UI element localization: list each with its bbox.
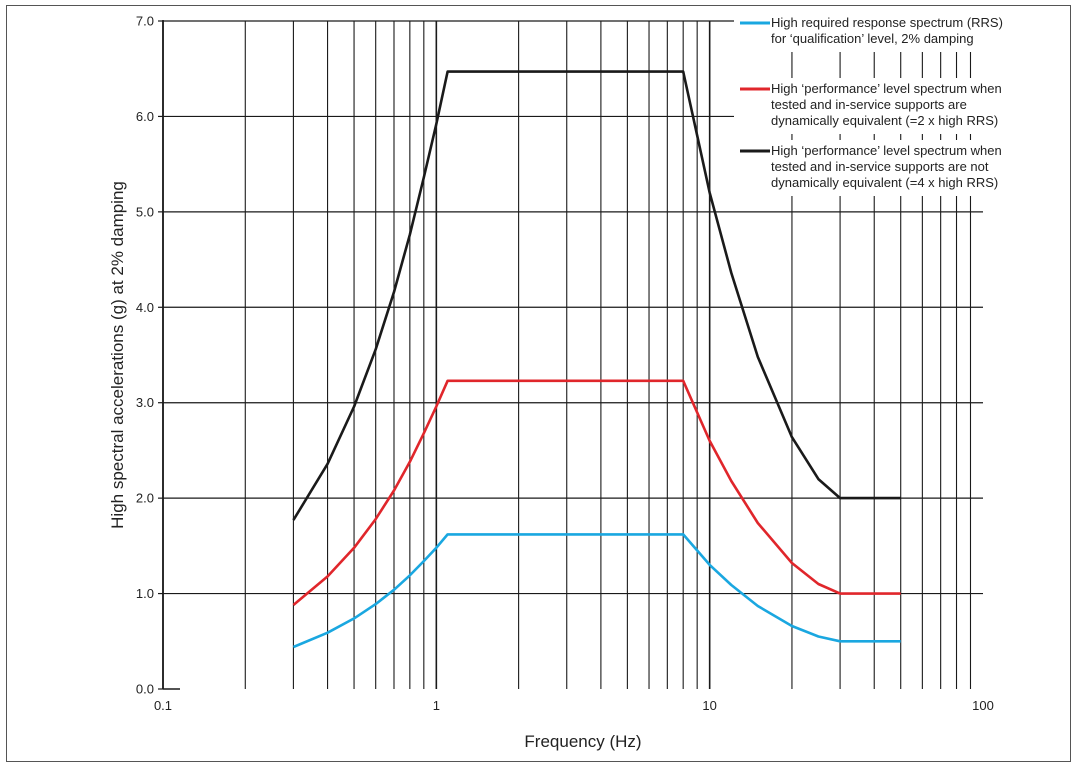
legend-background (734, 12, 1064, 52)
y-tick-label: 3.0 (136, 395, 154, 410)
x-tick-label: 10 (702, 698, 716, 713)
legend-background (734, 140, 1064, 196)
y-tick-label: 5.0 (136, 204, 154, 219)
legend-entry-text: dynamically equivalent (=4 x high RRS) (771, 175, 998, 190)
legend: High required response spectrum (RRS)for… (734, 12, 1064, 196)
tick-labels: 0.0 1.0 2.0 3.0 4.0 5.0 6.0 7.0 0.1 1 10 100 (136, 14, 994, 714)
x-axis-title: Frequency (Hz) (524, 732, 641, 751)
y-tick-label: 4.0 (136, 300, 154, 315)
legend-entry-text: tested and in-service supports are not (771, 159, 989, 174)
series-line-2 (292, 379, 901, 606)
legend-background (734, 78, 1064, 134)
legend-entry-text: dynamically equivalent (=2 x high RRS) (771, 113, 998, 128)
x-tick-label: 1 (433, 698, 440, 713)
y-tick-label: 7.0 (136, 14, 154, 29)
y-tick-label: 1.0 (136, 586, 154, 601)
y-tick-label: 6.0 (136, 109, 154, 124)
legend-entry-text: High required response spectrum (RRS) (771, 15, 1003, 30)
legend-entry-text: High ‘performance’ level spectrum when (771, 143, 1002, 158)
series-line-3 (292, 70, 901, 521)
legend-entry-text: tested and in-service supports are (771, 97, 967, 112)
legend-entry-text: for ‘qualification’ level, 2% damping (771, 31, 974, 46)
series-layer (292, 70, 901, 649)
x-tick-label: 0.1 (154, 698, 172, 713)
legend-entry-text: High ‘performance’ level spectrum when (771, 81, 1002, 96)
y-axis-title: High spectral accelerations (g) at 2% da… (108, 181, 127, 529)
y-tick-label: 0.0 (136, 682, 154, 697)
axes (158, 20, 180, 690)
x-tick-label: 100 (972, 698, 994, 713)
series-line-1 (292, 533, 901, 649)
y-tick-label: 2.0 (136, 491, 154, 506)
